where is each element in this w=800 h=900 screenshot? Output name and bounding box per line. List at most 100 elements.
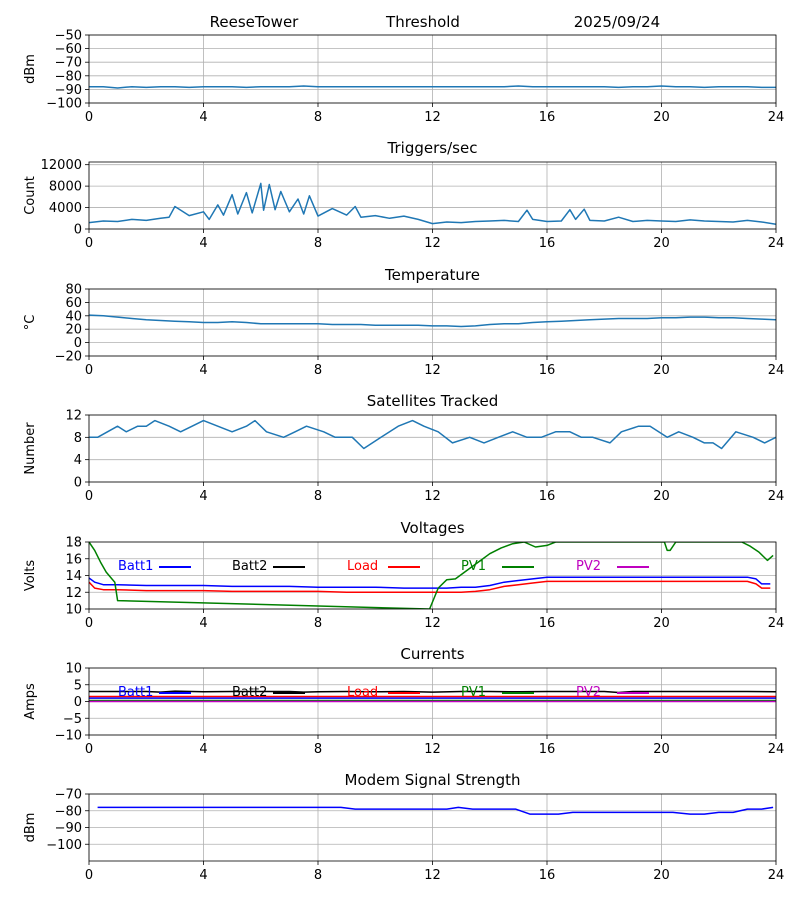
y-tick-label: −60 [55, 42, 82, 57]
x-tick-label: 0 [85, 110, 93, 125]
x-tick-label: 16 [539, 616, 556, 631]
chart-title: Voltages [400, 519, 464, 537]
x-tick-label: 16 [539, 110, 556, 125]
legend-label: Load [347, 685, 378, 700]
header-date: 2025/09/24 [574, 13, 660, 31]
x-tick-label: 12 [424, 868, 441, 883]
y-tick-label: −100 [46, 97, 82, 112]
x-tick-label: 4 [199, 742, 207, 757]
legend-label: Batt1 [118, 559, 153, 574]
legend-label: PV1 [461, 685, 486, 700]
y-tick-label: 5 [74, 678, 82, 693]
x-tick-label: 0 [85, 363, 93, 378]
chart-triggers: 0 4 8 12 16 20 24 0 4000 8000 12000 Triggers/sec Cou… [23, 139, 784, 251]
x-tick-label: 4 [199, 110, 207, 125]
y-tick-label: 10 [65, 603, 82, 618]
x-tick-label: 24 [768, 489, 785, 504]
chart-title: Temperature [384, 266, 480, 284]
x-tick-label: 20 [653, 742, 670, 757]
chart-threshold: 0 4 8 12 16 20 24 −100−90−80−70−60−50 dBm [23, 29, 784, 126]
x-tick-label: 8 [314, 110, 322, 125]
y-tick-label: 16 [65, 552, 82, 567]
y-tick-label: 0 [74, 336, 82, 351]
x-tick-label: 8 [314, 868, 322, 883]
chart-title: Modem Signal Strength [345, 771, 521, 789]
x-tick-label: 16 [539, 868, 556, 883]
y-tick-label: −5 [63, 712, 82, 727]
y-axis-label: Number [23, 422, 38, 475]
x-tick-label: 0 [85, 236, 93, 251]
y-axis-label: dBm [23, 813, 38, 843]
y-tick-label: −80 [55, 69, 82, 84]
y-tick-label: 14 [65, 569, 82, 584]
y-tick-label: −90 [55, 821, 82, 836]
y-tick-label: −70 [55, 788, 82, 803]
x-tick-label: 4 [199, 236, 207, 251]
x-tick-label: 0 [85, 616, 93, 631]
chart-title: Satellites Tracked [367, 392, 498, 410]
x-tick-label: 24 [768, 742, 785, 757]
y-tick-label: −100 [46, 838, 82, 853]
x-tick-label: 20 [653, 616, 670, 631]
x-tick-label: 4 [199, 868, 207, 883]
series-satellites [89, 419, 776, 450]
chart-title: Currents [400, 645, 464, 663]
y-tick-label: 4000 [49, 201, 82, 216]
chart-modem: 0 4 8 12 16 20 24 −100 −90 −80−70 Modem Signal Str… [23, 771, 784, 883]
y-axis-label: Amps [23, 683, 38, 720]
x-tick-label: 0 [85, 742, 93, 757]
y-tick-label: 60 [65, 296, 82, 311]
chart-title: Triggers/sec [387, 139, 478, 157]
x-tick-label: 12 [424, 489, 441, 504]
y-tick-label: 20 [65, 323, 82, 338]
y-tick-label: 0 [74, 695, 82, 710]
series-pv1 [89, 542, 774, 609]
x-tick-label: 4 [199, 489, 207, 504]
y-tick-label: 8000 [49, 180, 82, 195]
station-name: ReeseTower [210, 13, 300, 31]
y-tick-label: 10 [65, 662, 82, 677]
series-load [89, 580, 771, 594]
y-tick-label: −80 [55, 804, 82, 819]
x-tick-label: 24 [768, 363, 785, 378]
x-tick-label: 8 [314, 616, 322, 631]
series-batt1 [89, 576, 771, 589]
x-tick-label: 16 [539, 363, 556, 378]
y-tick-label: 0 [74, 223, 82, 238]
y-tick-label: 12 [65, 409, 82, 424]
x-tick-label: 24 [768, 236, 785, 251]
x-tick-label: 12 [424, 616, 441, 631]
x-tick-label: 12 [424, 363, 441, 378]
y-tick-label: −10 [55, 729, 82, 744]
legend-label: Load [347, 559, 378, 574]
x-tick-label: 24 [768, 110, 785, 125]
x-tick-label: 16 [539, 742, 556, 757]
x-tick-label: 12 [424, 236, 441, 251]
y-tick-label: −70 [55, 56, 82, 71]
y-tick-label: −90 [55, 83, 82, 98]
x-tick-label: 12 [424, 742, 441, 757]
y-tick-label: −20 [55, 350, 82, 365]
x-tick-label: 4 [199, 616, 207, 631]
y-tick-label: 8 [74, 431, 82, 446]
series-threshold [89, 85, 776, 89]
y-axis-label: Volts [23, 560, 38, 592]
y-tick-label: 18 [65, 536, 82, 551]
chart-satellites: 0 4 8 12 16 20 24 0 4 8 12 Satellites Tracked Number [23, 392, 784, 504]
x-tick-label: 8 [314, 236, 322, 251]
x-tick-label: 20 [653, 868, 670, 883]
x-tick-label: 20 [653, 236, 670, 251]
x-tick-label: 8 [314, 363, 322, 378]
legend-label: PV2 [576, 685, 601, 700]
x-tick-label: 12 [424, 110, 441, 125]
series-triggers-sec [89, 182, 776, 225]
x-tick-label: 16 [539, 236, 556, 251]
legend-label: PV2 [576, 559, 601, 574]
x-tick-label: 8 [314, 489, 322, 504]
y-axis-label: °C [23, 315, 38, 331]
x-tick-label: 20 [653, 363, 670, 378]
